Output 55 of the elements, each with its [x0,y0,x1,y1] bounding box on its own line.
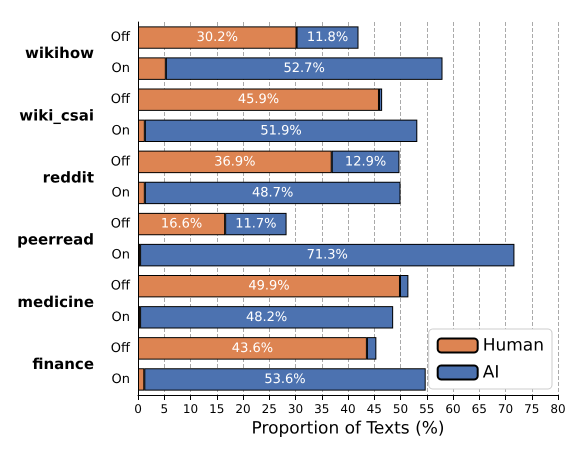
y-tick-label: On [112,372,130,387]
x-tick-label: 35 [314,402,330,416]
text: finance [32,354,94,373]
bar [140,306,394,328]
x-axis-title: Proportion of Texts (%) [252,418,444,438]
data-label: 43.6% [232,340,274,356]
data-label: 48.7% [252,185,294,200]
data-label: 71.3% [306,248,348,263]
x-tick-label: 30 [288,402,304,416]
y-tick-label: Off [110,92,132,108]
data-label: 45.9% [238,92,280,108]
legend-label: Human [482,336,544,356]
x-tick-label: 5 [160,402,168,416]
data-label: 16.6% [160,216,202,232]
data-label: 48.2% [246,310,288,325]
data-label: 51.9% [260,123,302,138]
text: wikihow [25,44,94,62]
y-tick-label: Off [110,216,132,232]
data-label: 12.9% [344,154,386,170]
x-tick-label: 50 [392,402,408,416]
x-tick-label: 0 [134,402,142,416]
x-tick-label: 40 [340,402,356,416]
data-label: 49.9% [248,278,290,294]
y-tick-label: Off [110,278,132,294]
data-label: 36.9% [214,154,256,170]
legend-label: AI [482,362,500,382]
y-tick-label: On [112,123,130,138]
y-tick-label: On [112,185,130,200]
x-tick-label: 15 [209,402,224,416]
y-tick-label: Off [110,340,132,356]
x-tick-label: 10 [182,402,198,416]
x-tick-label: 75 [524,402,540,416]
data-label: 52.7% [284,61,325,76]
x-tick-label: 25 [262,402,277,416]
y-tick-label: On [112,310,130,325]
x-tick-label: 55 [419,402,434,416]
data-label: 11.8% [306,30,348,46]
x-tick-label: 45 [366,402,382,416]
bar [140,244,514,266]
data-label: 11.7% [235,216,277,232]
x-tick-label: 60 [445,402,461,416]
text: wiki_csai [19,106,94,124]
y-tick-label: On [112,61,130,76]
data-label: 53.6% [264,372,306,387]
data-label: 30.2% [196,30,238,46]
y-tick-label: On [112,248,130,263]
text: reddit [42,168,94,186]
x-tick-label: 20 [235,402,251,416]
y-tick-label: Off [110,30,132,46]
x-tick-label: 70 [498,402,514,416]
x-tick-label: 80 [550,402,566,416]
x-tick-label: 65 [472,402,487,416]
text: medicine [17,292,94,311]
text: peerread [17,230,94,249]
y-tick-label: Off [110,154,132,170]
